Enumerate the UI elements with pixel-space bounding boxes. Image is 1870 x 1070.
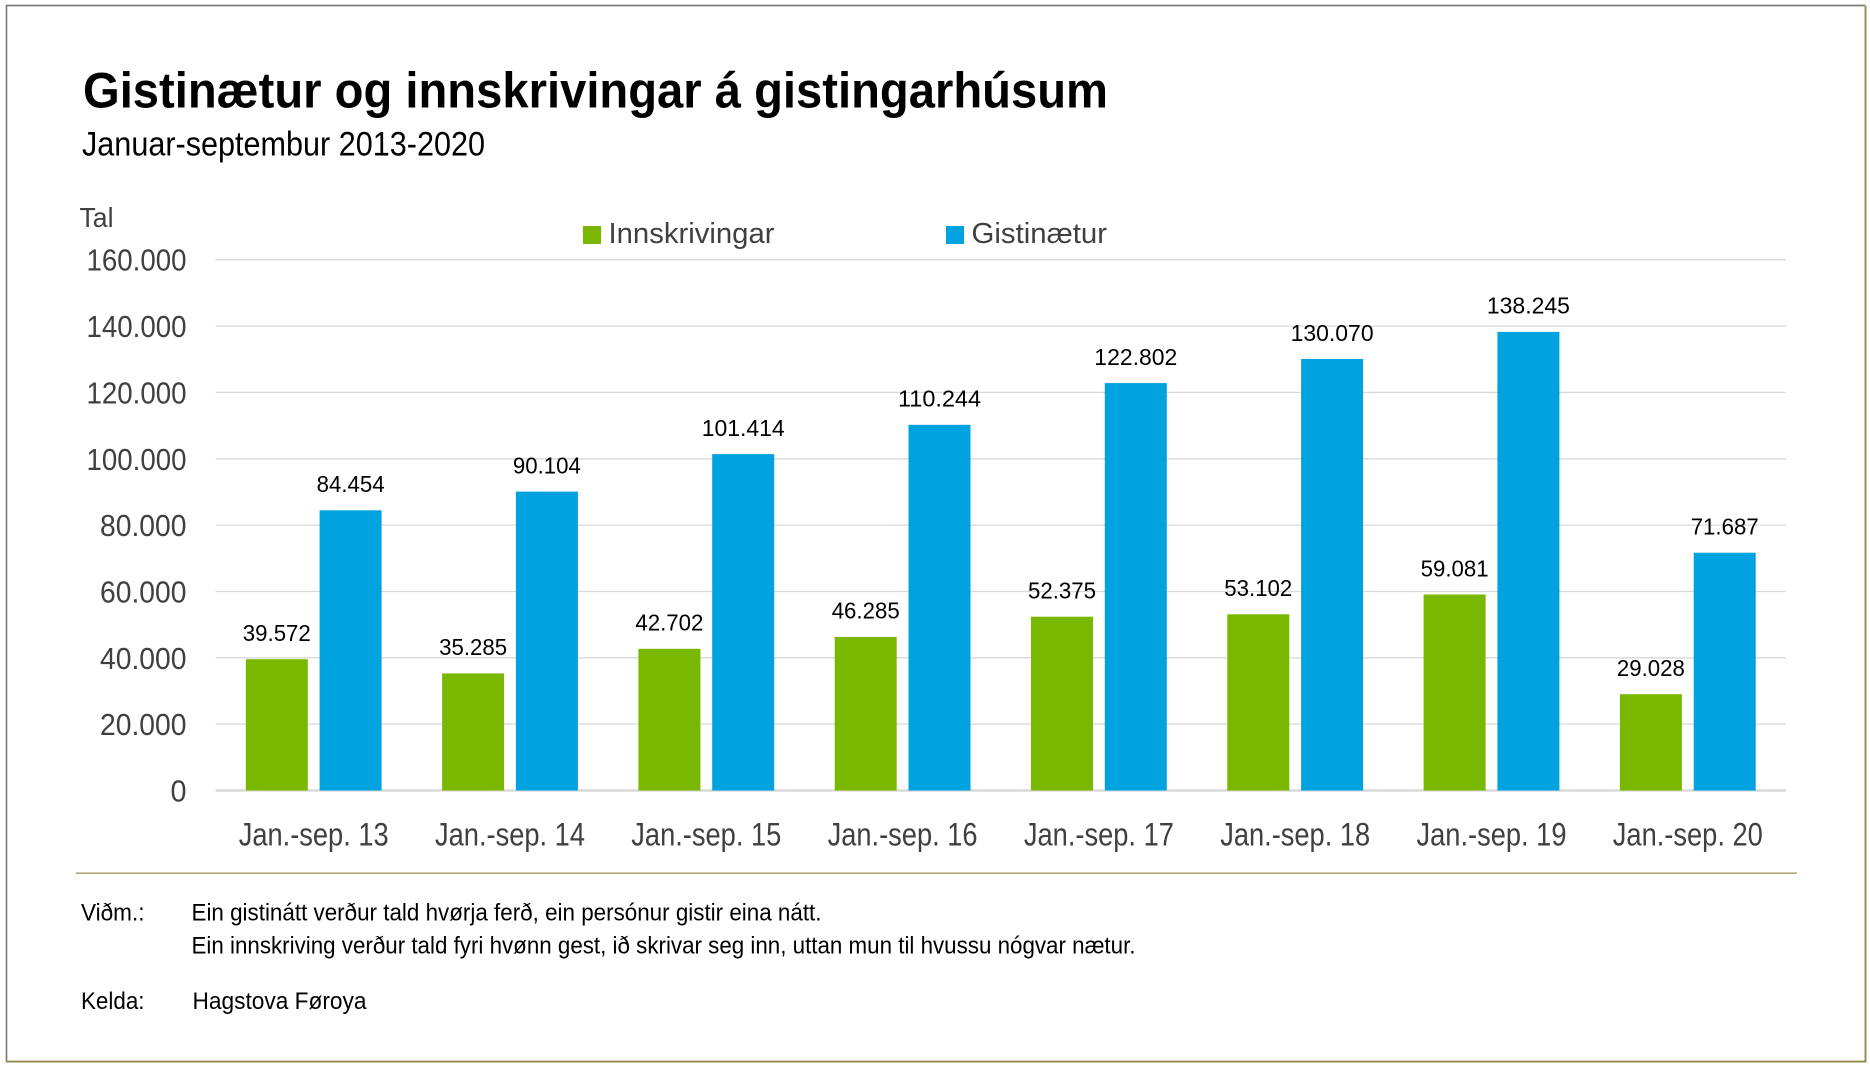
svg-text:80.000: 80.000: [100, 508, 187, 543]
svg-text:Jan.-sep. 13: Jan.-sep. 13: [239, 816, 389, 852]
svg-text:Januar-septembur 2013-2020: Januar-septembur 2013-2020: [82, 125, 485, 163]
svg-text:Hagstova Føroya: Hagstova Føroya: [193, 988, 368, 1015]
svg-text:Tal: Tal: [80, 202, 114, 233]
svg-text:Ein gistinátt verður tald hvør: Ein gistinátt verður tald hvørja ferð, e…: [192, 900, 822, 927]
svg-text:40.000: 40.000: [100, 641, 187, 676]
svg-text:42.702: 42.702: [635, 610, 703, 636]
svg-text:39.572: 39.572: [243, 620, 311, 646]
svg-text:20.000: 20.000: [100, 707, 187, 742]
svg-text:Jan.-sep. 20: Jan.-sep. 20: [1613, 816, 1763, 852]
svg-text:Ein innskriving verður tald fy: Ein innskriving verður tald fyri hvønn g…: [192, 933, 1136, 960]
svg-text:Jan.-sep. 19: Jan.-sep. 19: [1417, 816, 1567, 852]
svg-text:Viðm.:: Viðm.:: [81, 900, 145, 927]
svg-text:35.285: 35.285: [439, 634, 507, 660]
svg-text:Innskrivingar: Innskrivingar: [609, 218, 776, 250]
svg-text:90.104: 90.104: [513, 452, 581, 478]
svg-text:120.000: 120.000: [87, 375, 187, 410]
svg-text:60.000: 60.000: [100, 575, 187, 610]
svg-text:130.070: 130.070: [1291, 320, 1374, 346]
svg-text:Gistinætur og innskrivingar á: Gistinætur og innskrivingar á gistingarh…: [83, 62, 1108, 118]
svg-text:Jan.-sep. 16: Jan.-sep. 16: [828, 816, 978, 852]
svg-text:Jan.-sep. 18: Jan.-sep. 18: [1220, 816, 1370, 852]
svg-text:46.285: 46.285: [832, 598, 900, 624]
svg-text:138.245: 138.245: [1487, 293, 1570, 319]
svg-text:140.000: 140.000: [87, 309, 187, 344]
svg-text:Kelda:: Kelda:: [81, 988, 145, 1015]
svg-text:Jan.-sep. 15: Jan.-sep. 15: [631, 816, 781, 852]
svg-text:Gistinætur: Gistinætur: [972, 218, 1108, 250]
svg-text:84.454: 84.454: [317, 471, 385, 497]
svg-text:122.802: 122.802: [1094, 344, 1177, 370]
svg-text:Jan.-sep. 14: Jan.-sep. 14: [435, 816, 585, 852]
svg-text:53.102: 53.102: [1224, 575, 1292, 601]
svg-text:Jan.-sep. 17: Jan.-sep. 17: [1024, 816, 1174, 852]
svg-text:29.028: 29.028: [1617, 655, 1685, 681]
svg-text:101.414: 101.414: [702, 415, 785, 441]
svg-text:110.244: 110.244: [898, 386, 981, 412]
svg-text:160.000: 160.000: [87, 243, 187, 278]
svg-text:0: 0: [171, 774, 187, 809]
svg-text:52.375: 52.375: [1028, 578, 1096, 604]
svg-text:100.000: 100.000: [87, 442, 187, 477]
svg-text:59.081: 59.081: [1421, 555, 1489, 581]
svg-text:71.687: 71.687: [1691, 514, 1759, 540]
